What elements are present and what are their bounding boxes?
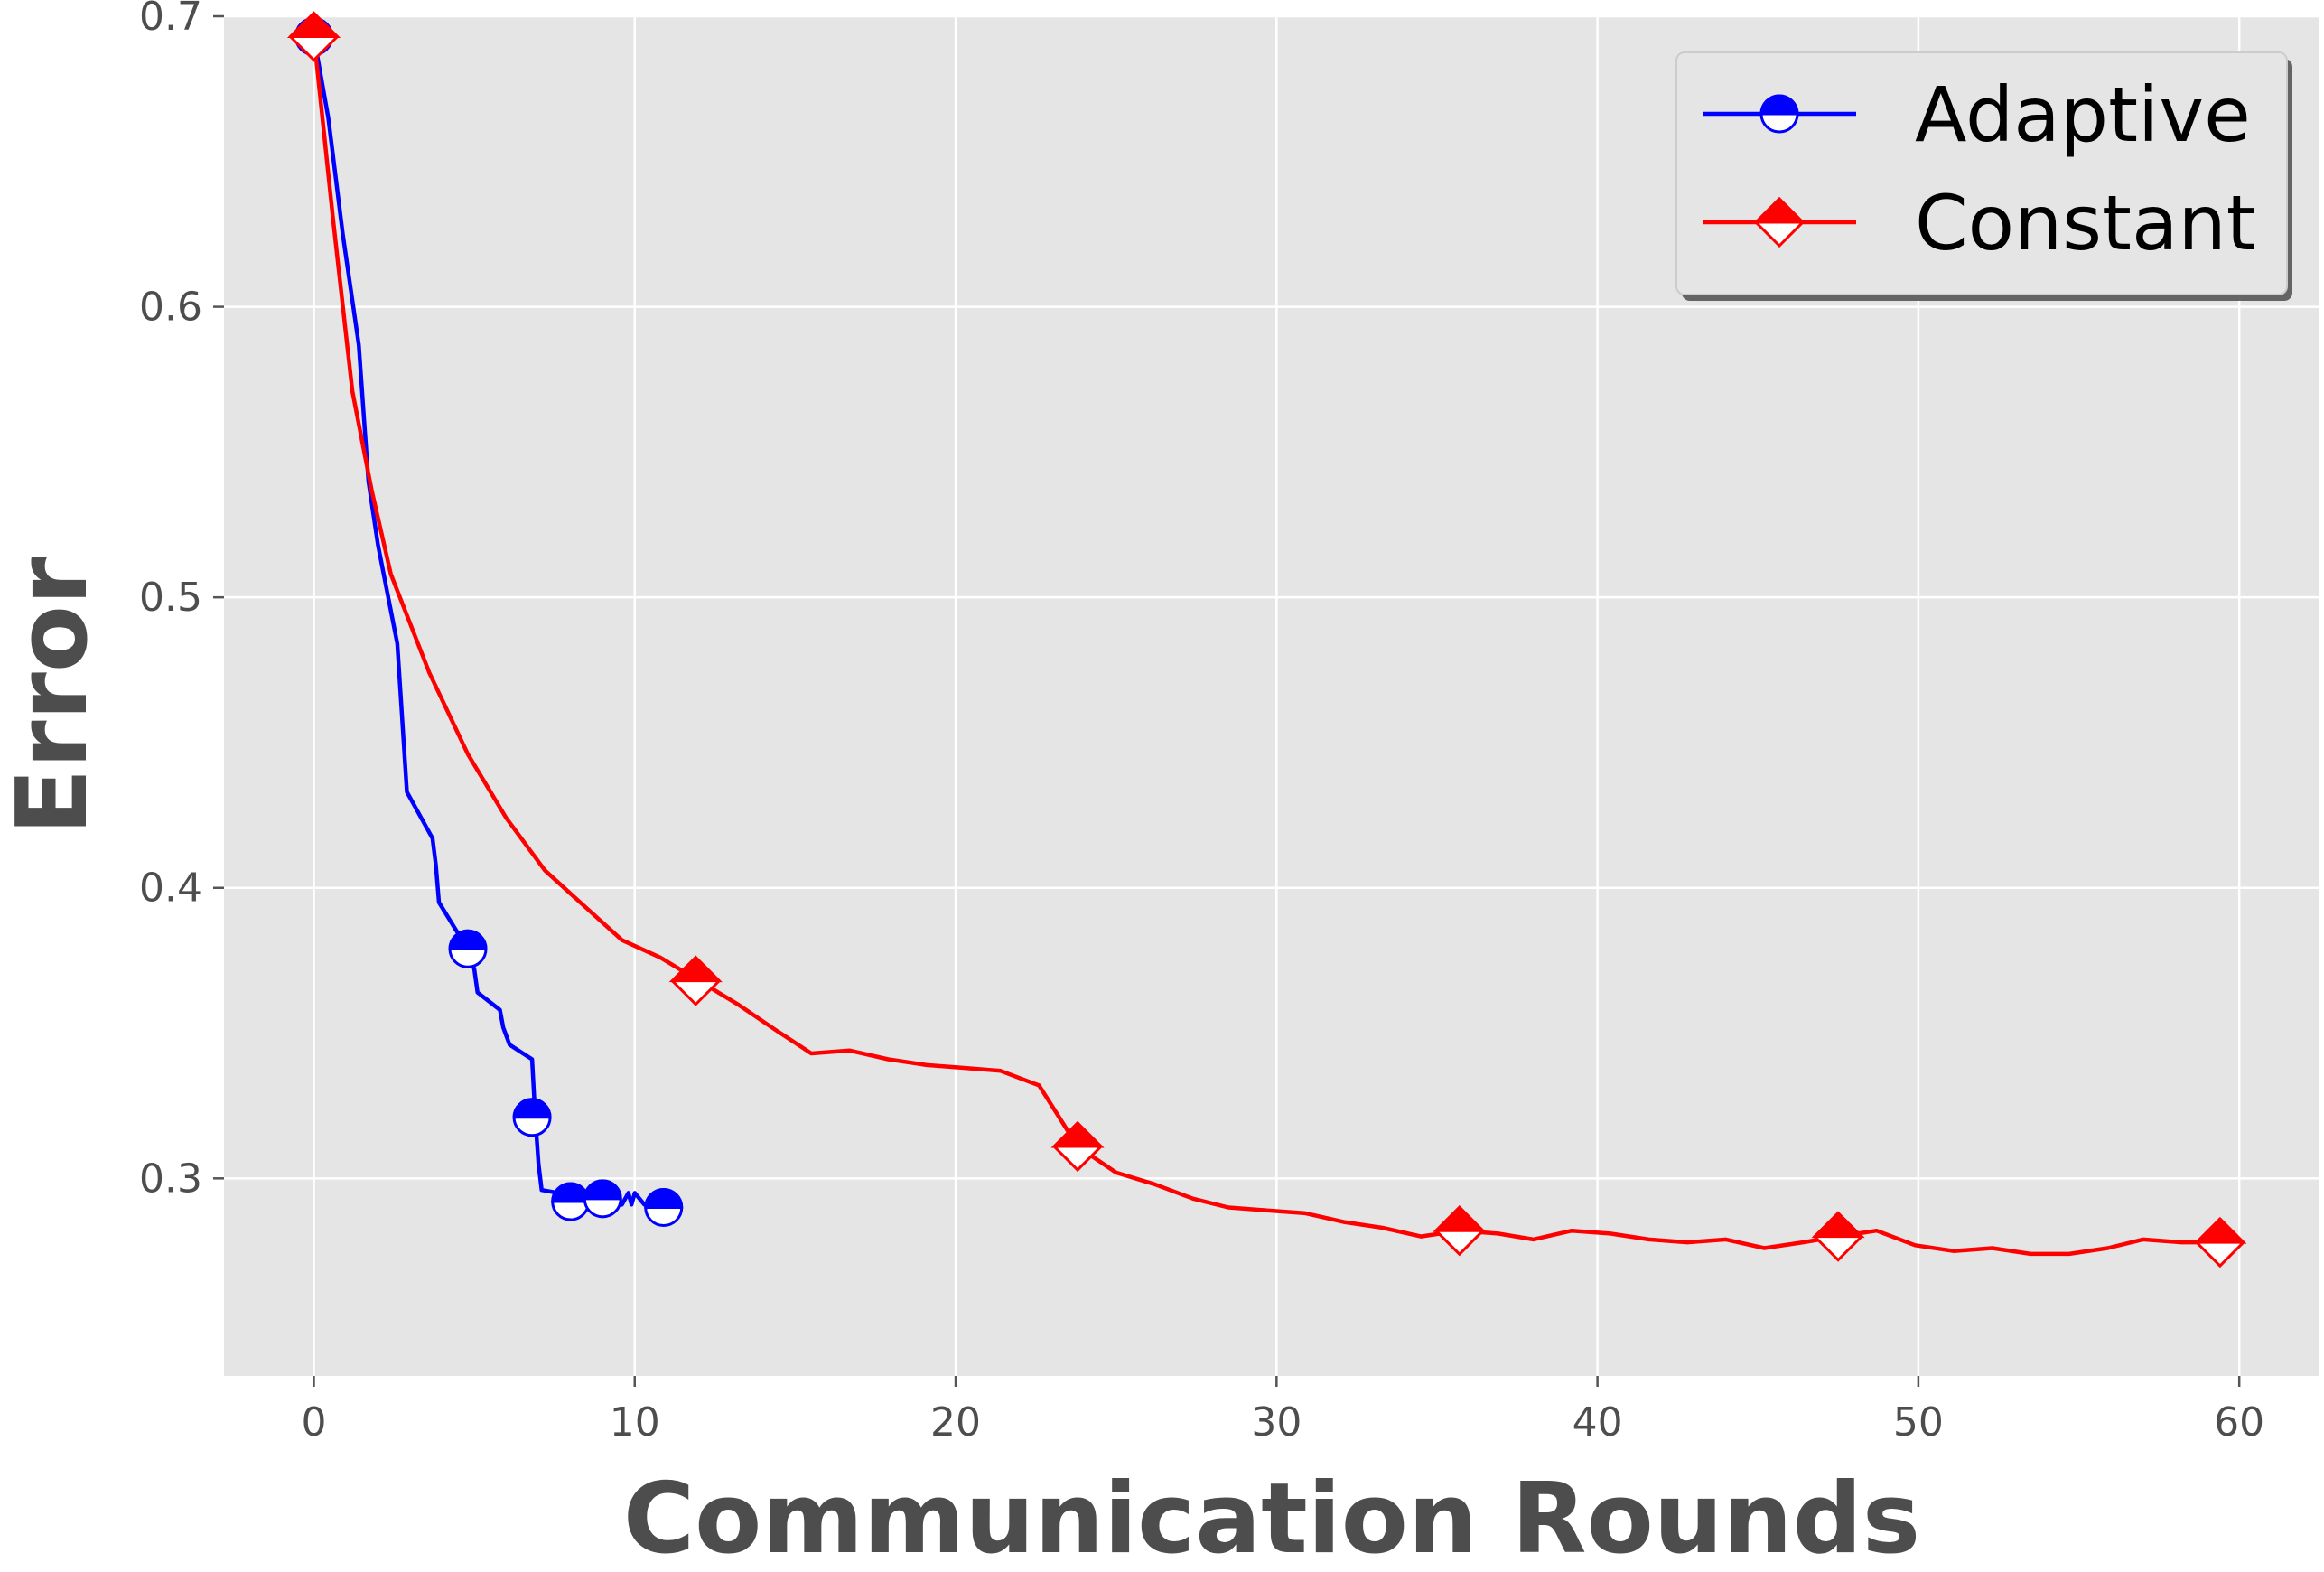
legend-marker-adaptive <box>1759 94 1799 134</box>
data-point-adaptive <box>448 929 488 968</box>
legend-entry-constant: Constant <box>1703 179 2256 267</box>
legend-entry-adaptive: Adaptive <box>1703 70 2251 159</box>
data-point-constant <box>668 955 723 1006</box>
y-axis-title: Error <box>0 557 109 836</box>
x-tick-label: 40 <box>1573 1399 1623 1446</box>
x-tick-label: 30 <box>1251 1399 1302 1446</box>
data-point-constant <box>286 11 341 62</box>
x-tick-label: 50 <box>1893 1399 1944 1446</box>
data-point-adaptive <box>551 1182 591 1221</box>
x-tick-label: 60 <box>2214 1399 2264 1446</box>
y-axis: 0.3 0.4 0.5 0.6 0.7 <box>139 0 224 1202</box>
y-tick-label: 0.4 <box>139 866 202 912</box>
data-point-constant <box>2193 1216 2247 1268</box>
data-point-adaptive <box>644 1187 684 1227</box>
series-constant <box>286 11 2247 1268</box>
data-point-constant <box>1433 1205 1487 1257</box>
x-axis-title: Communication Rounds <box>623 1463 1920 1572</box>
series-line-constant <box>312 34 2223 1257</box>
x-tick-label: 20 <box>930 1399 981 1446</box>
y-tick-label: 0.7 <box>139 0 202 40</box>
legend-label-adaptive: Adaptive <box>1915 70 2251 159</box>
legend-label-constant: Constant <box>1915 179 2256 267</box>
data-point-adaptive <box>512 1098 552 1137</box>
y-tick-label: 0.3 <box>139 1156 202 1202</box>
data-point-adaptive <box>583 1179 622 1219</box>
data-point-constant <box>1050 1120 1105 1173</box>
legend-marker-constant <box>1752 196 1806 248</box>
legend: Adaptive Constant <box>1675 51 2292 301</box>
y-tick-label: 0.6 <box>139 285 202 331</box>
y-tick-label: 0.5 <box>139 575 202 621</box>
data-point-constant <box>1811 1211 1865 1262</box>
x-axis: 0 10 20 30 40 50 60 <box>301 1376 2264 1446</box>
series-layer <box>286 11 2247 1268</box>
x-tick-label: 0 <box>301 1399 326 1446</box>
x-tick-label: 10 <box>610 1399 660 1446</box>
grid <box>224 14 2319 1376</box>
